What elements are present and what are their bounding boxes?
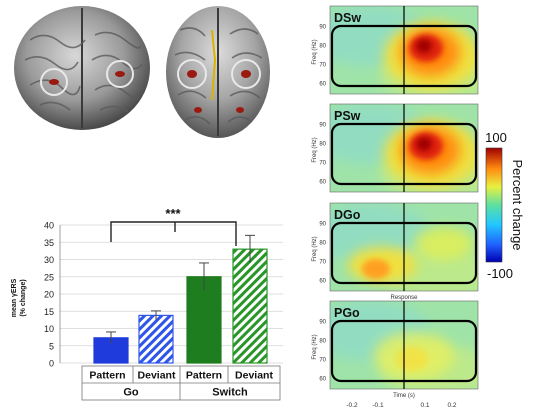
freq-tick-label: 60 <box>319 279 326 285</box>
response-marker-label: Response <box>390 295 418 301</box>
brain-frontal-view <box>166 6 270 138</box>
freq-axis-label: Freq (Hz) <box>312 137 318 162</box>
y-tick-label: 5 <box>49 341 54 351</box>
colorbar-gradient <box>485 147 503 263</box>
category-table: Pattern Deviant Pattern Deviant Go Switch <box>81 365 281 401</box>
freq-tick-label: 80 <box>319 142 326 148</box>
error-bar <box>106 331 116 344</box>
bar-deviant-go <box>138 314 174 364</box>
freq-tick-label: 90 <box>319 222 326 228</box>
error-bar <box>245 234 255 263</box>
panel-label: DSw <box>334 11 361 25</box>
category-label: Pattern <box>89 370 125 382</box>
significance-bracket: *** <box>110 206 237 246</box>
y-tick-label: 15 <box>44 307 54 317</box>
freq-tick-label: 70 <box>319 161 326 167</box>
colorbar-min-label: -100 <box>487 266 513 281</box>
spectrogram-dsw: DSw 90 80 70 60 Freq (Hz) <box>312 5 479 95</box>
category-label: Pattern <box>186 370 222 382</box>
freq-tick-label: 70 <box>319 358 326 364</box>
freq-tick-label: 70 <box>319 63 326 69</box>
significance-label: *** <box>165 206 181 221</box>
bar-deviant-switch <box>232 248 268 364</box>
time-tick-label: -0.2 <box>346 402 358 409</box>
y-tick-label: 35 <box>44 238 54 248</box>
freq-axis-label: Freq (Hz) <box>312 236 318 261</box>
y-tick-label: 30 <box>44 255 54 265</box>
category-label: Deviant <box>235 370 273 382</box>
time-tick-label: 0.1 <box>420 402 429 409</box>
colorbar: 100 -100 Percent change <box>485 130 525 281</box>
panel-label: PSw <box>334 109 361 123</box>
y-axis-label-line1: mean γERS <box>11 278 18 317</box>
freq-tick-label: 90 <box>319 25 326 31</box>
error-bars <box>106 234 255 344</box>
colorbar-max-label: 100 <box>485 130 507 145</box>
y-tick-label: 10 <box>44 324 54 334</box>
freq-tick-label: 80 <box>319 339 326 345</box>
freq-tick-label: 60 <box>319 377 326 383</box>
y-tick-label: 0 <box>49 359 54 369</box>
y-tick-label: 40 <box>44 221 54 231</box>
freq-axis-label: Freq (Hz) <box>312 334 318 359</box>
spectrogram-panels: DSw 90 80 70 60 Freq (Hz) PSw 90 80 70 60 Freq (Hz)… <box>312 5 479 409</box>
bar-pattern-switch <box>186 276 222 364</box>
category-label: Deviant <box>138 370 176 382</box>
y-tick-labels: 0 5 10 15 20 25 30 35 40 <box>44 221 54 369</box>
brain-top-view <box>14 6 150 130</box>
freq-tick-label: 80 <box>319 241 326 247</box>
freq-tick-label: 90 <box>319 123 326 129</box>
time-tick-label: -0.1 <box>372 402 384 409</box>
freq-tick-label: 60 <box>319 82 326 88</box>
bar-chart: mean γERS (% change) 0 5 10 15 20 25 30 35 40 **… <box>11 206 283 401</box>
freq-tick-label: 70 <box>319 260 326 266</box>
time-tick-label: 0.2 <box>447 402 456 409</box>
freq-axis-label: Freq (Hz) <box>312 39 318 64</box>
spectrogram-pgo: PGo 90 80 70 60 Freq (Hz) <box>312 300 479 390</box>
y-tick-label: 25 <box>44 272 54 282</box>
error-bar <box>151 310 161 320</box>
spectrogram-psw: PSw 90 80 70 60 Freq (Hz) <box>312 103 479 193</box>
group-label: Switch <box>212 387 248 399</box>
y-axis-label-line2: (% change) <box>20 279 27 316</box>
panel-label: PGo <box>334 306 360 320</box>
time-axis-label: Time (s) <box>393 393 415 399</box>
freq-tick-label: 80 <box>319 44 326 50</box>
spectrogram-dgo: DGo 90 80 70 60 Freq (Hz) <box>312 202 479 292</box>
freq-tick-label: 60 <box>319 180 326 186</box>
panel-label: DGo <box>334 208 361 222</box>
freq-tick-label: 90 <box>319 320 326 326</box>
colorbar-title: Percent change <box>510 159 525 250</box>
error-bar <box>199 262 209 291</box>
group-label: Go <box>123 387 139 399</box>
y-tick-label: 20 <box>44 290 54 300</box>
